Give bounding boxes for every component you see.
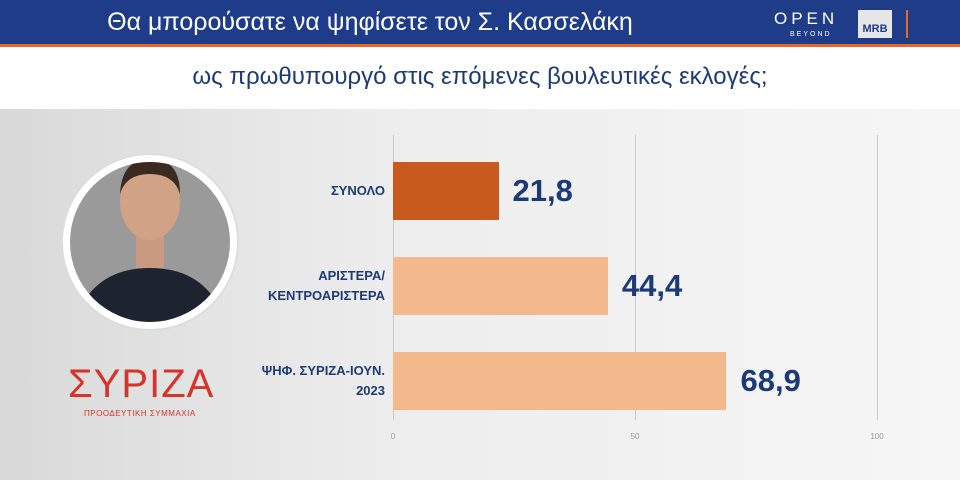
logo-open: OPEN <box>774 9 839 28</box>
value-label: 68,9 <box>740 362 801 398</box>
category-label: ΨΗΦ. ΣΥΡΙΖΑ-ΙΟΥΝ. 2023 <box>261 362 385 398</box>
subtitle-band: ως πρωθυπουργό στις επόμενες βουλευτικές… <box>0 47 960 109</box>
bar <box>393 256 608 315</box>
value-label: 44,4 <box>621 267 683 303</box>
grid-line <box>877 135 878 420</box>
bar <box>393 161 499 220</box>
header-bar: Θα μπορούσατε να ψηφίσετε τον Σ. Κασσελά… <box>0 0 960 47</box>
logo-beyond: BEYOND <box>790 31 832 38</box>
divider <box>906 10 908 38</box>
chart-title: Θα μπορούσατε να ψηφίσετε τον Σ. Κασσελά… <box>107 8 633 36</box>
x-tick-label: 0 <box>390 432 396 441</box>
chart-subtitle: ως πρωθυπουργό στις επόμενες βουλευτικές… <box>192 63 768 90</box>
portrait <box>61 153 239 331</box>
portrait-photo <box>70 162 230 322</box>
x-tick-label: 50 <box>630 432 640 441</box>
logo-mrb: MRB <box>858 10 892 38</box>
grid-line <box>635 135 636 420</box>
category-label: ΣΥΝΟΛΟ <box>330 182 385 198</box>
party-tagline: ΠΡΟΟΔΕΥΤΙΚΗ ΣΥΜΜΑΧΙΑ <box>84 409 196 418</box>
x-tick-label: 100 <box>870 432 884 441</box>
value-label: 21,8 <box>512 172 573 208</box>
bar <box>393 351 727 410</box>
party-logo: ΣΥΡΙΖΑ <box>68 362 215 406</box>
category-label: ΑΡΙΣΤΕΡΑ/ ΚΕΝΤΡΟΑΡΙΣΤΕΡΑ <box>268 267 385 303</box>
